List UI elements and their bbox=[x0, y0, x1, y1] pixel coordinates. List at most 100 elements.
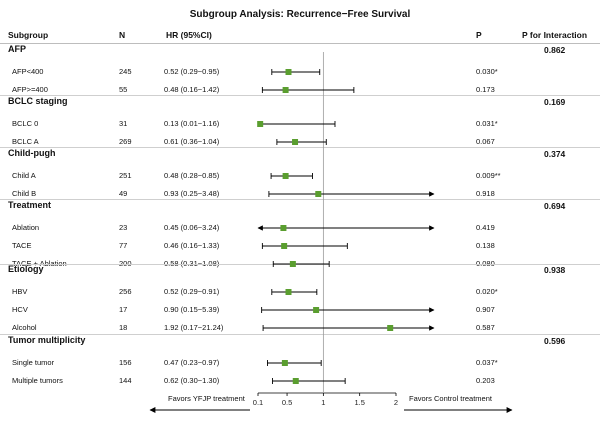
row-n: 23 bbox=[119, 223, 128, 232]
row-p-value: 0.173 bbox=[476, 85, 495, 94]
col-header-p: P bbox=[476, 30, 482, 40]
row-n: 77 bbox=[119, 241, 128, 250]
hr-point bbox=[280, 225, 287, 231]
row-n: 31 bbox=[119, 119, 128, 128]
hr-point bbox=[282, 173, 289, 179]
group-divider bbox=[0, 334, 600, 335]
row-n: 256 bbox=[119, 287, 132, 296]
row-label: AFP<400 bbox=[12, 67, 44, 76]
hr-point bbox=[285, 69, 292, 75]
group-name: Tumor multiplicity bbox=[8, 335, 86, 345]
row-label: TACE bbox=[12, 241, 32, 250]
hr-point bbox=[282, 87, 289, 93]
group-divider bbox=[0, 43, 600, 44]
row-p-value: 0.009** bbox=[476, 171, 501, 180]
row-label: AFP>=400 bbox=[12, 85, 48, 94]
col-header-subgroup: Subgroup bbox=[8, 30, 49, 40]
p-interaction-value: 0.938 bbox=[544, 265, 566, 275]
row-n: 251 bbox=[119, 171, 132, 180]
row-hr-ci: 0.13 (0.01−1.16) bbox=[164, 119, 220, 128]
row-p-value: 0.020* bbox=[476, 287, 498, 296]
chart-title: Subgroup Analysis: Recurrence−Free Survi… bbox=[189, 9, 411, 20]
favors-left-label: Favors YFJP treatment bbox=[168, 394, 245, 403]
row-n: 144 bbox=[119, 376, 132, 385]
hr-point bbox=[315, 191, 322, 197]
row-hr-ci: 0.52 (0.29−0.91) bbox=[164, 287, 220, 296]
group-divider bbox=[0, 147, 600, 148]
p-interaction-value: 0.694 bbox=[544, 201, 566, 211]
favors-right-label: Favors Control treatment bbox=[409, 394, 492, 403]
hr-point bbox=[257, 121, 264, 127]
p-interaction-value: 0.596 bbox=[544, 336, 566, 346]
row-hr-ci: 0.62 (0.30−1.30) bbox=[164, 376, 220, 385]
row-p-value: 0.067 bbox=[476, 137, 495, 146]
hr-point bbox=[387, 325, 394, 331]
x-tick-label: 0.1 bbox=[253, 398, 263, 407]
row-n: 269 bbox=[119, 137, 132, 146]
row-hr-ci: 0.58 (0.31−1.08) bbox=[164, 259, 220, 268]
row-label: BCLC 0 bbox=[12, 119, 39, 128]
row-label: HCV bbox=[12, 305, 28, 314]
group-name: Etiology bbox=[8, 264, 44, 274]
row-label: Child B bbox=[12, 189, 37, 198]
row-p-value: 0.138 bbox=[476, 241, 495, 250]
row-label: Single tumor bbox=[12, 358, 55, 367]
row-hr-ci: 0.52 (0.29−0.95) bbox=[164, 67, 220, 76]
row-p-value: 0.419 bbox=[476, 223, 495, 232]
row-hr-ci: 0.48 (0.16−1.42) bbox=[164, 85, 220, 94]
hr-point bbox=[292, 139, 299, 145]
hr-point bbox=[281, 360, 288, 366]
hr-point bbox=[313, 307, 320, 313]
row-p-value: 0.037* bbox=[476, 358, 498, 367]
col-header-hr: HR (95%CI) bbox=[166, 30, 212, 40]
x-tick-label: 1.5 bbox=[354, 398, 364, 407]
row-p-value: 0.080 bbox=[476, 259, 495, 268]
row-hr-ci: 0.93 (0.25−3.48) bbox=[164, 189, 220, 198]
row-label: HBV bbox=[12, 287, 28, 296]
row-p-value: 0.587 bbox=[476, 323, 495, 332]
row-n: 156 bbox=[119, 358, 132, 367]
p-interaction-value: 0.169 bbox=[544, 97, 566, 107]
group-name: AFP bbox=[8, 44, 26, 54]
row-p-value: 0.907 bbox=[476, 305, 495, 314]
group-divider bbox=[0, 264, 600, 265]
row-n: 18 bbox=[119, 323, 128, 332]
row-p-value: 0.203 bbox=[476, 376, 495, 385]
row-hr-ci: 0.90 (0.15−5.39) bbox=[164, 305, 220, 314]
p-interaction-value: 0.862 bbox=[544, 45, 566, 55]
group-name: BCLC staging bbox=[8, 96, 68, 106]
hr-point bbox=[289, 261, 296, 267]
col-header-p-interaction: P for Interaction bbox=[522, 30, 588, 40]
row-hr-ci: 0.47 (0.23−0.97) bbox=[164, 358, 220, 367]
row-p-value: 0.918 bbox=[476, 189, 495, 198]
x-tick-label: 0.5 bbox=[282, 398, 292, 407]
row-hr-ci: 0.45 (0.06−3.24) bbox=[164, 223, 220, 232]
row-hr-ci: 0.46 (0.16−1.33) bbox=[164, 241, 220, 250]
row-n: 17 bbox=[119, 305, 128, 314]
row-label: Multiple tumors bbox=[12, 376, 63, 385]
row-n: 49 bbox=[119, 189, 128, 198]
row-label: Alcohol bbox=[12, 323, 37, 332]
group-divider bbox=[0, 199, 600, 200]
row-n: 55 bbox=[119, 85, 128, 94]
x-tick-label: 2 bbox=[394, 398, 398, 407]
x-tick-label: 1 bbox=[321, 398, 325, 407]
row-label: Child A bbox=[12, 171, 36, 180]
hr-point bbox=[285, 289, 292, 295]
row-hr-ci: 1.92 (0.17−21.24) bbox=[164, 323, 224, 332]
hr-point bbox=[281, 243, 288, 249]
group-divider bbox=[0, 95, 600, 96]
row-label: TACE + Ablation bbox=[12, 259, 67, 268]
row-label: BCLC A bbox=[12, 137, 39, 146]
row-hr-ci: 0.48 (0.28−0.85) bbox=[164, 171, 220, 180]
group-name: Treatment bbox=[8, 200, 52, 210]
row-p-value: 0.031* bbox=[476, 119, 498, 128]
row-hr-ci: 0.61 (0.36−1.04) bbox=[164, 137, 220, 146]
hr-point bbox=[292, 378, 299, 384]
row-p-value: 0.030* bbox=[476, 67, 498, 76]
col-header-n: N bbox=[119, 30, 126, 40]
p-interaction-value: 0.374 bbox=[544, 149, 566, 159]
group-name: Child-pugh bbox=[8, 148, 56, 158]
row-label: Ablation bbox=[12, 223, 40, 232]
